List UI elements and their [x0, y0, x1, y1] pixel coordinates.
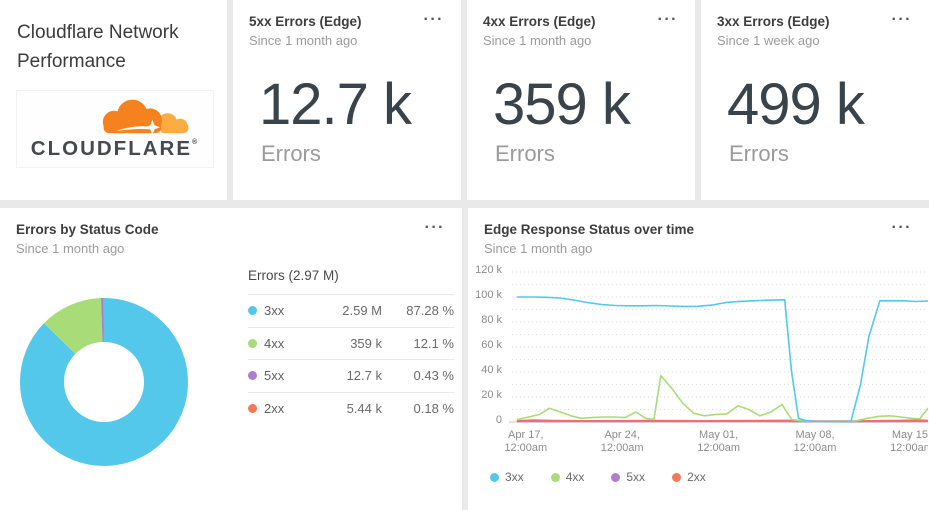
legend-label: 2xx [687, 470, 706, 484]
x-axis-tick-label: Apr 24, [604, 429, 639, 441]
dashboard-title: Cloudflare Network Performance [17, 22, 179, 72]
card-subtitle: Since 1 month ago [484, 241, 593, 256]
x-axis-tick-label: 12:00am [697, 442, 740, 454]
donut-chart[interactable] [14, 292, 194, 477]
series-percent: 0.43 % [413, 368, 454, 383]
legend-item-5xx[interactable]: 5xx [611, 470, 645, 484]
y-axis-tick-label: 60 k [481, 339, 502, 351]
series-color-dot-4xx [550, 472, 560, 482]
line-chart-legend: 3xx 4xx 5xx 2xx [490, 470, 929, 484]
series-label: 3xx [264, 303, 285, 318]
y-axis-tick-label: 20 k [481, 389, 502, 401]
legend-label: 4xx [565, 470, 585, 484]
legend-item-3xx[interactable]: 3xx [490, 470, 524, 484]
y-axis-tick-label: 40 k [481, 364, 502, 376]
series-value: 12.7 k [346, 368, 382, 383]
y-axis-tick-label: 100 k [475, 289, 502, 301]
card-menu-icon[interactable]: ··· [654, 8, 682, 32]
donut-legend-table: Errors (2.97 M) 3xx 2.59 M 87.28 % 4xx 359 k… [248, 268, 454, 424]
card-title: 4xx Errors (Edge) [483, 14, 596, 29]
y-axis-tick-label: 0 [496, 414, 502, 426]
donut-segments [20, 298, 188, 466]
series-value: 359 k [350, 335, 382, 351]
x-axis-tick-label: 12:00am [890, 442, 928, 454]
x-axis-tick-label: 12:00am [601, 442, 644, 454]
legend-item-2xx[interactable]: 2xx [672, 470, 706, 484]
series-line-3xx [516, 296, 928, 423]
metric-value: 499 k [727, 72, 865, 137]
metric-card-4xx: ··· 4xx Errors (Edge) Since 1 month ago … [467, 0, 695, 200]
donut-legend-header: Errors (2.97 M) [248, 268, 339, 283]
series-line-2xx [516, 419, 928, 422]
card-subtitle: Since 1 month ago [16, 241, 125, 256]
x-axis-tick-label: 12:00am [794, 442, 837, 454]
series-color-dot-2xx [672, 472, 682, 482]
header-card: Cloudflare Network Performance CLOUDFLAR… [0, 0, 227, 200]
bottom-row: ··· Errors by Status Code Since 1 month … [0, 208, 929, 510]
series-value: 2.59 M [342, 303, 382, 318]
series-color-dot-4xx [248, 338, 257, 348]
card-title: 5xx Errors (Edge) [249, 14, 362, 29]
legend-row-4xx: 4xx 359 k 12.1 % [248, 326, 454, 360]
series-percent: 0.18 % [413, 400, 454, 416]
card-title: 3xx Errors (Edge) [717, 14, 830, 29]
series-label: 5xx [264, 368, 285, 383]
donut-slice-2xx [20, 298, 188, 466]
legend-row-5xx: 5xx 12.7 k 0.43 % [248, 359, 454, 392]
card-menu-icon[interactable]: ··· [421, 216, 449, 240]
series-label: 2xx [264, 400, 285, 416]
top-row: Cloudflare Network Performance CLOUDFLAR… [0, 0, 929, 200]
cloudflare-logo: CLOUDFLARE® [17, 91, 213, 167]
series-percent: 12.1 % [413, 335, 454, 351]
cloudflare-wordmark: CLOUDFLARE® [30, 137, 200, 161]
y-axis-tick-label: 120 k [475, 264, 502, 276]
series-color-dot-5xx [611, 472, 621, 482]
card-menu-icon[interactable]: ··· [888, 8, 916, 32]
legend-row-2xx: 2xx 5.44 k 0.18 % [248, 391, 454, 425]
card-menu-icon[interactable]: ··· [888, 216, 916, 240]
metric-unit-label: Errors [495, 140, 555, 166]
cloudflare-cloud-icon [102, 99, 189, 136]
series-color-dot-5xx [248, 371, 257, 380]
card-subtitle: Since 1 week ago [717, 33, 820, 48]
x-axis-tick-label: 12:00am [504, 442, 547, 454]
card-subtitle: Since 1 month ago [483, 33, 592, 48]
x-axis-tick-label: May 15, [892, 429, 928, 441]
metric-card-5xx: ··· 5xx Errors (Edge) Since 1 month ago … [233, 0, 461, 200]
card-title: Errors by Status Code [16, 222, 159, 237]
metric-unit-label: Errors [261, 140, 321, 166]
x-axis-tick-label: May 01, [699, 429, 738, 441]
metric-unit-label: Errors [729, 140, 789, 166]
legend-item-4xx[interactable]: 4xx [550, 470, 585, 484]
metric-value: 359 k [493, 72, 631, 137]
series-value: 5.44 k [346, 400, 382, 416]
edge-response-status-card: ··· Edge Response Status over time Since… [468, 208, 929, 510]
legend-label: 5xx [626, 470, 646, 484]
card-subtitle: Since 1 month ago [249, 33, 358, 48]
series-color-dot-2xx [248, 403, 257, 413]
card-title: Edge Response Status over time [484, 222, 695, 237]
card-menu-icon[interactable]: ··· [420, 8, 448, 32]
series-label: 4xx [264, 335, 285, 351]
x-axis-tick-label: May 08, [795, 429, 834, 441]
series-color-dot-3xx [248, 306, 257, 315]
y-axis-tick-label: 80 k [481, 314, 502, 326]
legend-row-3xx: 3xx 2.59 M 87.28 % [248, 294, 454, 327]
series-line-4xx [516, 375, 928, 423]
series-percent: 87.28 % [406, 303, 454, 318]
x-axis-tick-label: Apr 17, [508, 429, 543, 441]
legend-label: 3xx [505, 470, 524, 484]
errors-by-status-code-card: ··· Errors by Status Code Since 1 month … [0, 208, 462, 510]
metric-value: 12.7 k [259, 72, 412, 137]
series-color-dot-3xx [490, 472, 499, 482]
metric-card-3xx: ··· 3xx Errors (Edge) Since 1 week ago 4… [701, 0, 929, 200]
